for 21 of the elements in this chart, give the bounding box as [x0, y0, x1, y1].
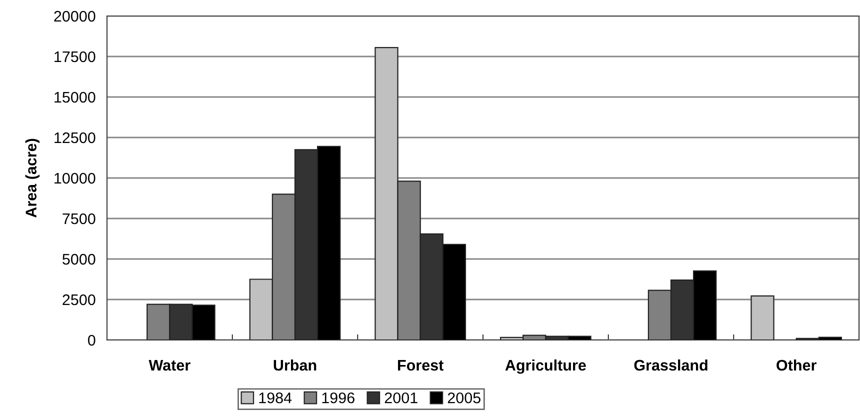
y-tick-label: 2500 [62, 294, 96, 306]
legend-label: 1996 [322, 392, 354, 404]
y-tick-label: 17500 [54, 51, 96, 62]
y-tick-label: 7500 [62, 213, 96, 224]
y-tick-label: 0 [88, 334, 96, 346]
y-tick-label: 20000 [54, 10, 96, 22]
legend-label: 2005 [448, 392, 480, 404]
x-tick-label: Agriculture [505, 359, 586, 374]
x-tick-label: Urban [274, 359, 316, 371]
y-tick-label: 5000 [62, 254, 96, 265]
x-tick-label: Other [776, 359, 816, 371]
x-tick-label: Grassland [634, 359, 708, 371]
legend-label: 2001 [384, 392, 418, 404]
x-tick-label: Water [148, 360, 190, 371]
x-tick-label: Forest [398, 360, 444, 371]
bar [750, 295, 774, 340]
y-tick-label: 10000 [54, 172, 96, 184]
legend-label: 1984 [259, 392, 292, 404]
y-axis-title: Area (acre) [25, 138, 40, 218]
y-tick-label: 15000 [54, 92, 96, 103]
y-tick-label: 12500 [54, 132, 96, 144]
